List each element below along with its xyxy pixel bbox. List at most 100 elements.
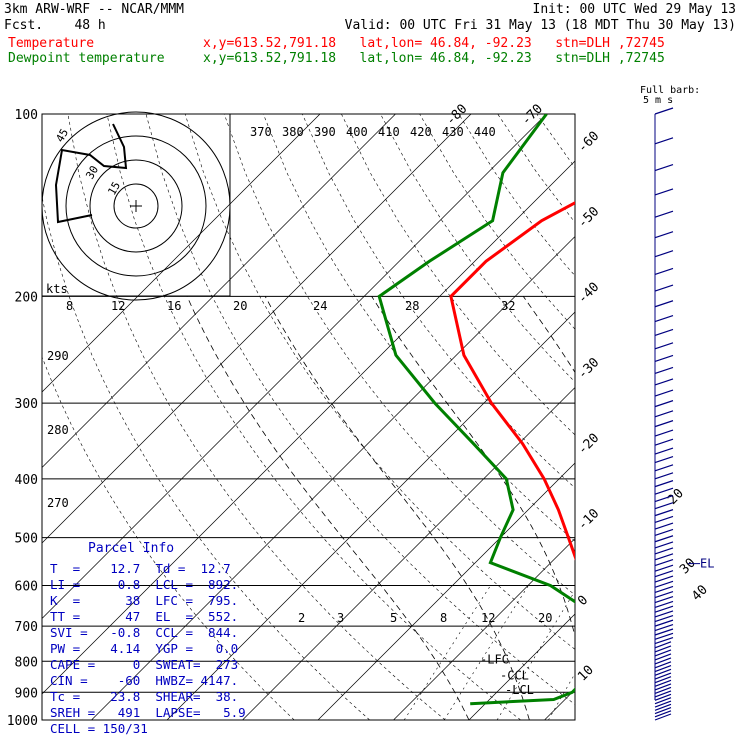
pressure-label-900: 900 (15, 686, 38, 701)
parcel-row: T = 12.7 Td = 12.7 (50, 561, 231, 576)
wind-barb (654, 494, 674, 503)
wind-barb (654, 447, 674, 455)
wind-barb (654, 547, 674, 555)
wind-barb (654, 188, 674, 196)
hodograph-ring (113, 183, 159, 229)
wind-barb (654, 703, 672, 711)
wind-barb (654, 610, 674, 618)
wind-barb (654, 502, 674, 510)
isotherm (242, 387, 575, 720)
wind-barb (654, 107, 674, 115)
wind-barb (654, 137, 674, 145)
isotherm-label: -20 (575, 431, 602, 458)
dry-adiabat (145, 114, 575, 705)
wind-barbs (654, 107, 674, 721)
isotherm (696, 114, 740, 720)
isobars (41, 113, 576, 721)
wind-barb (654, 590, 674, 599)
wind-barb (654, 641, 672, 649)
parcel-info-panel: Parcel Info T = 12.7 Td = 12.7LI = 0.8 L… (50, 541, 246, 736)
parcel-row: Tc = 23.8 SHEAR= 38. (50, 689, 238, 704)
level-label: -LCL (505, 683, 534, 697)
hodograph-ring (65, 135, 207, 277)
pressure-label-200: 200 (15, 290, 38, 305)
hodograph-ring-label: 30 (83, 164, 101, 182)
wind-barb (654, 314, 674, 323)
wind-barb (654, 653, 672, 661)
wind-barb (654, 679, 672, 687)
wind-barb (654, 487, 674, 495)
isotherm (468, 613, 575, 720)
isotherm-label: -10 (575, 506, 602, 533)
isotherm (42, 160, 575, 695)
wind-barb (654, 585, 674, 594)
wind-barb (654, 713, 672, 721)
wind-barb (654, 686, 672, 694)
pressure-label-600: 600 (15, 580, 38, 595)
pressure-label-700: 700 (15, 620, 38, 635)
temperature-line (449, 201, 575, 561)
isotherm-label: -30 (575, 355, 602, 382)
wind-barb (654, 429, 674, 437)
wind-barb (654, 632, 674, 640)
wind-barb (654, 410, 674, 418)
wind-barb (654, 420, 674, 428)
mixing-ratio-label: 12 (481, 611, 495, 625)
wind-barb (654, 515, 674, 523)
wind-barb (654, 164, 674, 172)
wind-barb (654, 300, 674, 308)
wind-barb (654, 389, 674, 397)
wind-barb (654, 210, 674, 218)
wind-barb (654, 668, 672, 676)
wind-barb (654, 580, 674, 588)
wind-barb (654, 378, 674, 386)
moist-adiabat (264, 296, 530, 720)
wind-barb (654, 665, 672, 673)
wind-barb (654, 250, 674, 258)
isotherm (91, 236, 575, 720)
isotherm-label: 40 (689, 582, 711, 604)
wind-scale-tick: 20 (233, 299, 247, 313)
mixing-ratio-label: 2 (298, 611, 305, 625)
isotherm (42, 114, 321, 393)
mixing-ratio-line (403, 585, 491, 720)
dry-adiabat (184, 114, 575, 650)
moist-adiabat (711, 296, 737, 720)
wind-barb (654, 605, 674, 613)
dry-adiabat (42, 195, 370, 720)
pressure-label-500: 500 (15, 532, 38, 547)
wind-barb (654, 637, 674, 645)
isotherm (42, 114, 547, 619)
wind-barb (654, 480, 674, 488)
wind-barb (654, 693, 672, 701)
isotherm (42, 114, 472, 544)
wind-barb (654, 342, 674, 350)
sounding-profiles (377, 114, 575, 706)
barb-legend-line1: Full barb: (640, 85, 700, 96)
wind-barb (654, 328, 674, 337)
wind-barb (654, 558, 674, 567)
parcel-title: Parcel Info (88, 541, 174, 556)
theta-label: 390 (314, 125, 336, 139)
wind-barb (654, 438, 674, 446)
wind-barb (654, 690, 672, 698)
init-time: Init: 00 UTC Wed 29 May 13 (532, 2, 737, 17)
hodograph-ring-label: 45 (53, 127, 71, 145)
wind-barb (654, 628, 674, 636)
parcel-row: SREH = 491 LAPSE= 5.9 (50, 705, 246, 720)
theta-label-left: 270 (47, 496, 69, 510)
isotherm-label: -50 (575, 204, 602, 231)
parcel-row: TT = 47 EL = 552. (50, 609, 238, 624)
dry-adiabat (341, 114, 575, 436)
parcel-row: CAPE = 0 SWEAT= 273 (50, 657, 238, 672)
wind-barb (654, 619, 674, 627)
wind-scale-tick: 8 (66, 299, 73, 313)
parcel-row: CIN = -60 HWBZ= 4147. (50, 673, 238, 688)
dewpoint-line (377, 114, 575, 706)
wind-barb (654, 231, 674, 239)
hodograph-trace (54, 123, 128, 224)
isotherm-label: 0 (575, 593, 591, 609)
wind-barb (654, 575, 674, 583)
wind-barb (654, 657, 672, 665)
theta-label: 400 (346, 125, 368, 139)
